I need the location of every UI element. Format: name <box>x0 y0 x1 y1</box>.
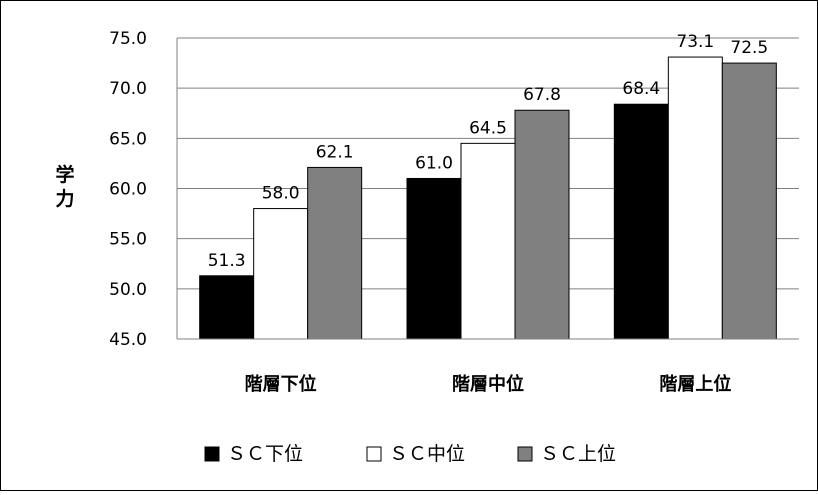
y-tick-label: 50.0 <box>109 280 147 300</box>
bar <box>199 275 255 340</box>
legend-label: ＳＣ中位 <box>389 443 465 465</box>
data-label: 62.1 <box>316 142 354 162</box>
data-label: 68.4 <box>622 79 660 99</box>
data-label: 51.3 <box>208 251 246 271</box>
y-tick-labels: 45.0 50.0 55.0 60.0 65.0 70.0 75.0 <box>109 29 147 350</box>
bar <box>667 56 723 340</box>
category-label: 階層上位 <box>659 373 731 395</box>
bar <box>460 142 516 340</box>
data-label: 64.5 <box>469 118 507 138</box>
bars <box>199 56 777 340</box>
y-axis-title-char: 力 <box>55 187 74 210</box>
legend-label: ＳＣ上位 <box>540 443 616 465</box>
bar <box>253 208 309 340</box>
y-tick-label: 60.0 <box>109 180 147 200</box>
bar <box>514 109 570 340</box>
legend-swatch <box>517 446 533 462</box>
legend-label: ＳＣ下位 <box>227 443 303 465</box>
legend: ＳＣ下位 ＳＣ中位 ＳＣ上位 <box>204 443 616 465</box>
y-tick-label: 75.0 <box>109 29 147 49</box>
y-axis-title-char: 学 <box>55 163 74 186</box>
y-axis-title: 学力 <box>55 163 74 210</box>
bar <box>721 62 777 340</box>
data-label: 67.8 <box>523 85 561 105</box>
bar <box>307 166 363 340</box>
legend-swatch <box>366 446 382 462</box>
y-tick-label: 55.0 <box>109 230 147 250</box>
y-tick-label: 70.0 <box>109 79 147 99</box>
bar <box>406 177 462 340</box>
category-label: 階層下位 <box>245 373 317 395</box>
axes <box>176 38 799 340</box>
category-labels: 階層下位 階層中位 階層上位 <box>245 373 732 395</box>
data-label: 72.5 <box>730 38 768 58</box>
category-label: 階層中位 <box>452 373 524 395</box>
bar <box>613 103 669 340</box>
data-label: 58.0 <box>262 184 300 204</box>
data-labels: 51.3 58.0 62.1 61.0 64.5 67.8 68.4 73.1 72.5 <box>208 32 769 271</box>
y-tick-label: 45.0 <box>109 330 147 350</box>
y-tick-label: 65.0 <box>109 129 147 149</box>
y-axis-title-text: 学力 <box>55 163 74 210</box>
data-label: 73.1 <box>676 32 714 52</box>
legend-swatch <box>204 446 220 462</box>
data-label: 61.0 <box>415 153 453 173</box>
